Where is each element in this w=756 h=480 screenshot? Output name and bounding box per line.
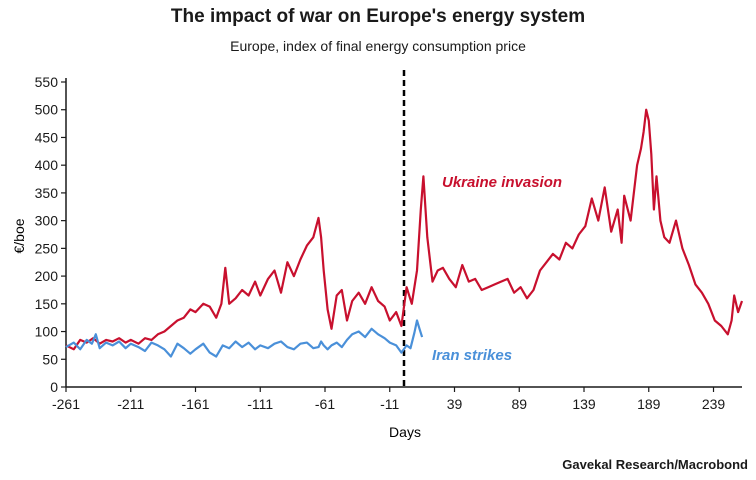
y-tick-label: 50 — [42, 351, 58, 367]
source-credit: Gavekal Research/Macrobond — [562, 457, 748, 472]
y-tick-label: 450 — [35, 129, 59, 145]
series-label-ukraine: Ukraine invasion — [442, 174, 562, 191]
y-tick-label: 200 — [35, 268, 59, 284]
series-line-ukraine — [65, 108, 744, 351]
series-label-iran: Iran strikes — [432, 347, 512, 364]
y-tick-label: 300 — [35, 213, 59, 229]
chart-subtitle: Europe, index of final energy consumptio… — [230, 38, 526, 54]
y-axis: 0 50 100 150 200 250 300 350 400 450 500 550 €/boe — [11, 74, 67, 395]
x-axis-label: Days — [389, 424, 421, 440]
y-tick-label: 550 — [35, 74, 59, 90]
x-axis: -261 -211 -161 -111 -61 -11 39 89 139 189 239 Days — [52, 386, 742, 440]
x-tick-label: -11 — [380, 396, 399, 412]
x-tick-label: -261 — [52, 396, 80, 412]
y-tick-label: 400 — [35, 157, 59, 173]
x-tick-label: -161 — [181, 396, 209, 412]
y-tick-label: 0 — [50, 379, 58, 395]
x-tick-label: 239 — [702, 396, 726, 412]
x-tick-label: 189 — [637, 396, 661, 412]
x-tick-label: -111 — [247, 396, 273, 412]
x-tick-label: 89 — [511, 396, 527, 412]
y-tick-label: 250 — [35, 240, 59, 256]
y-axis-label: €/boe — [11, 218, 27, 253]
y-tick-label: 350 — [35, 185, 59, 201]
y-tick-label: 500 — [35, 102, 59, 118]
series-line-iran — [65, 319, 424, 358]
x-tick-label: -61 — [315, 396, 335, 412]
x-tick-label: 39 — [447, 396, 463, 412]
y-tick-label: 150 — [35, 296, 59, 312]
chart-title: The impact of war on Europe's energy sys… — [170, 6, 586, 27]
x-tick-label: -211 — [117, 396, 144, 412]
y-tick-label: 100 — [35, 324, 59, 340]
x-tick-label: 139 — [572, 396, 596, 412]
